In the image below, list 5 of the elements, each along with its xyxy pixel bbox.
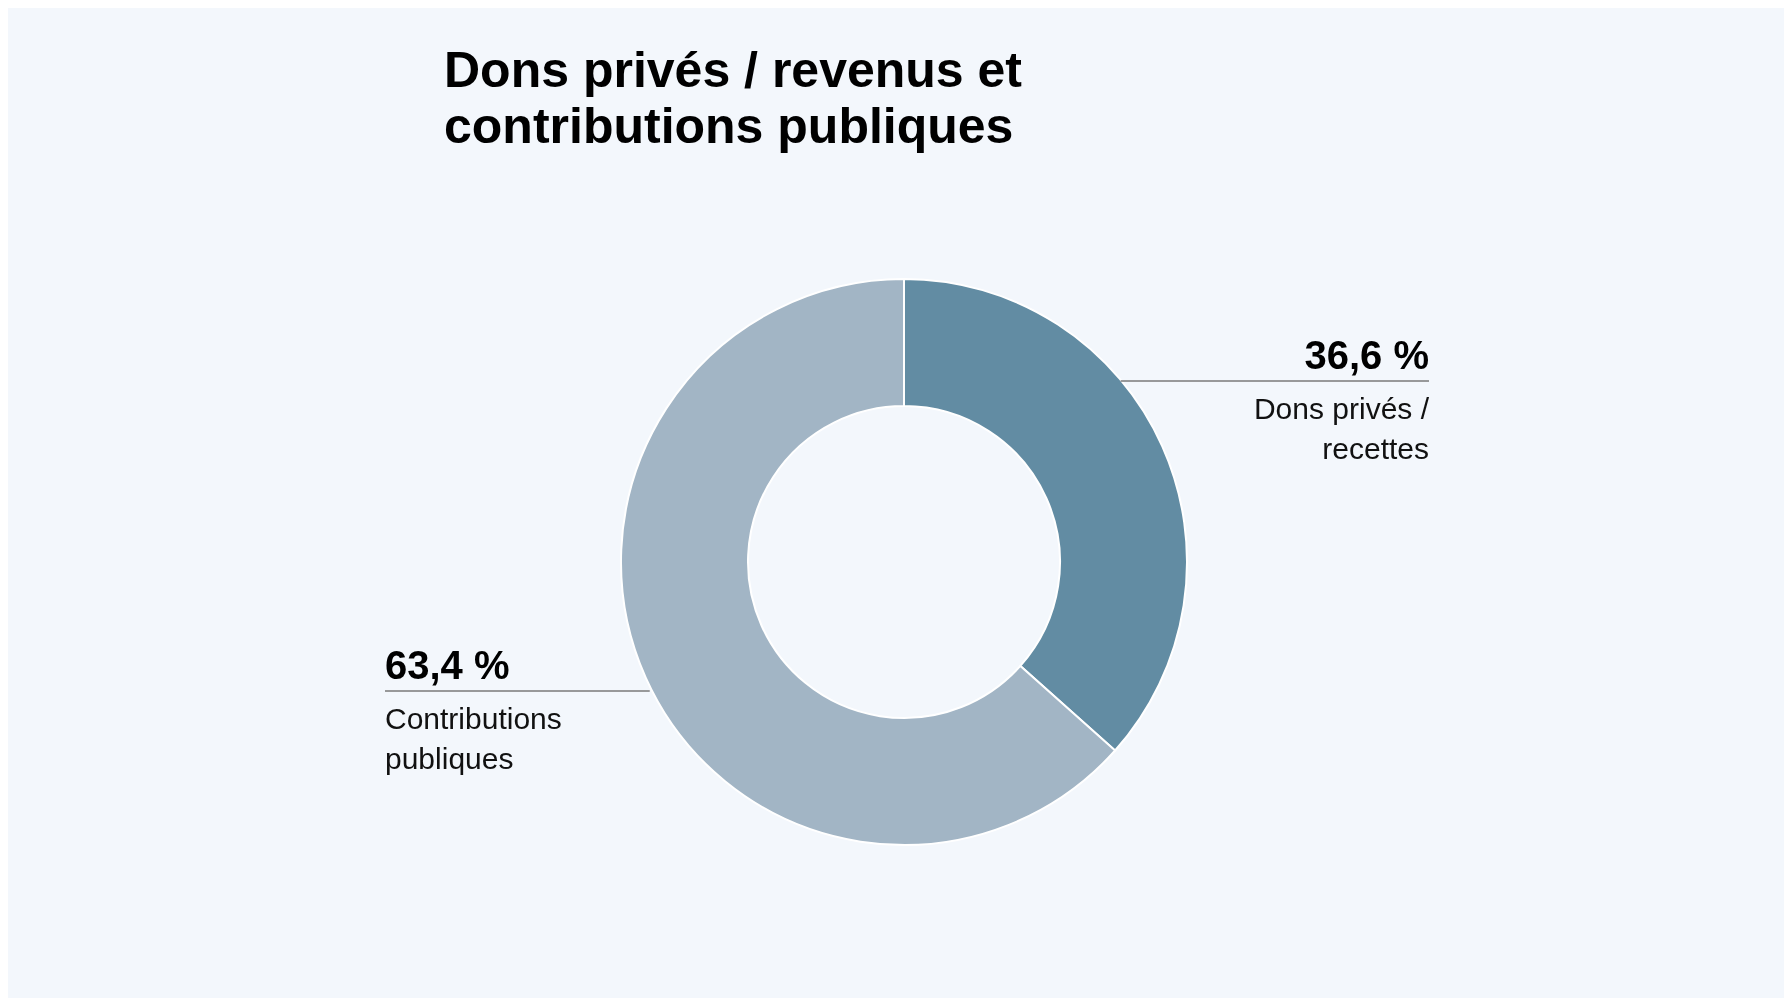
slice-label: Dons privés / recettes [1253,392,1430,465]
slice-label: Contributions publiques [385,702,562,775]
data-label: 63,4 % [385,643,510,687]
chart-title: Dons privés / revenus et contributions publiques [444,42,1023,154]
data-label: 36,6 % [1304,333,1429,377]
